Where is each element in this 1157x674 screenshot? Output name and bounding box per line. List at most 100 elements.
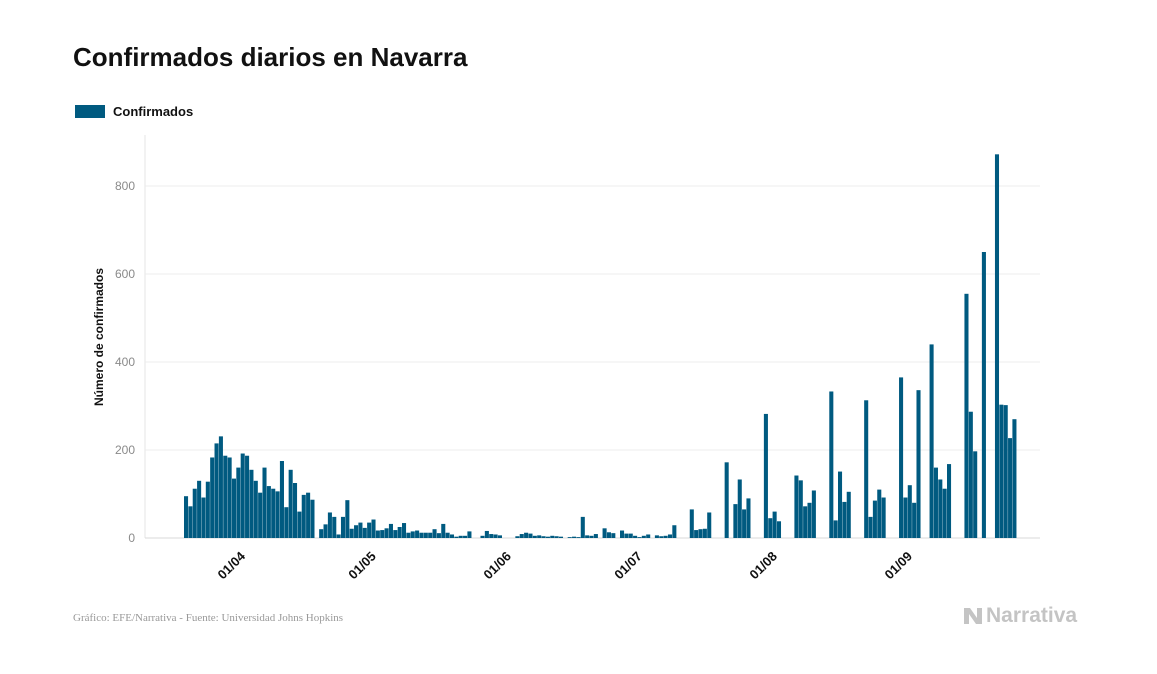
bar (981, 252, 986, 538)
bar (659, 536, 664, 538)
bar (323, 524, 328, 538)
bar (1008, 438, 1013, 538)
bar (807, 502, 812, 538)
source-note: Gráfico: EFE/Narrativa - Fuente: Univers… (73, 612, 344, 624)
x-tick-label: 01/04 (214, 548, 248, 582)
bar (362, 527, 367, 538)
bar (332, 516, 337, 538)
bar (620, 530, 625, 538)
bar (458, 535, 463, 538)
bar (349, 528, 354, 538)
x-tick-label: 01/06 (480, 549, 514, 583)
bar (864, 400, 869, 538)
y-axis-title: Número de confirmados (92, 268, 106, 406)
bar (402, 523, 407, 538)
bar (550, 535, 555, 538)
bar (245, 455, 250, 538)
bar (410, 531, 415, 538)
bar (310, 499, 315, 538)
bar (624, 533, 629, 538)
bar (637, 537, 642, 538)
x-tick-label: 01/07 (611, 549, 645, 583)
bar (467, 531, 472, 538)
bar (846, 491, 851, 538)
bar (994, 154, 1000, 538)
bar (702, 528, 707, 538)
bar (938, 479, 943, 538)
bar (973, 451, 978, 538)
bar (580, 516, 585, 538)
bar (384, 528, 389, 538)
bar (271, 488, 276, 538)
bar (611, 533, 616, 538)
bar (279, 461, 284, 538)
bar (733, 504, 738, 538)
bar (707, 512, 712, 538)
bar (899, 377, 904, 538)
bar (227, 457, 232, 538)
bar (184, 496, 189, 538)
bar (746, 498, 751, 538)
y-tick-label: 400 (115, 355, 135, 369)
bar (641, 535, 646, 538)
bar (258, 492, 263, 538)
bar (524, 532, 529, 538)
bar (646, 534, 651, 538)
bar (929, 344, 934, 538)
bar (301, 494, 306, 538)
bar (293, 483, 298, 538)
bar (768, 518, 773, 538)
bar (415, 530, 420, 538)
narrativa-logo-icon (964, 608, 982, 624)
bar (628, 533, 633, 538)
bar (881, 497, 886, 538)
bar (872, 500, 877, 538)
bar (367, 522, 372, 538)
bar (262, 467, 267, 538)
brand-logo: Narrativa (962, 604, 1077, 628)
chart-title: Confirmados diarios en Navarra (73, 42, 468, 72)
bar (480, 535, 485, 538)
bar (463, 535, 468, 538)
bar (742, 509, 747, 538)
bar (545, 536, 550, 538)
bar (266, 486, 271, 538)
bar (737, 479, 742, 538)
bar (236, 467, 241, 538)
bar (528, 533, 533, 538)
bar (423, 532, 428, 538)
bar (197, 480, 202, 538)
bar (340, 516, 346, 538)
bar (327, 512, 332, 538)
bar (253, 480, 258, 538)
bar (489, 534, 494, 538)
bar (558, 536, 564, 538)
bar (567, 537, 572, 538)
bar (306, 492, 311, 538)
bar (947, 464, 952, 538)
bar (689, 509, 694, 538)
bar (776, 521, 782, 538)
x-tick-label: 01/09 (882, 549, 916, 583)
bar (933, 467, 938, 538)
bar (188, 506, 193, 538)
bar (284, 507, 289, 538)
bar (794, 475, 799, 538)
bar (371, 519, 376, 538)
bar (493, 534, 498, 538)
bar (829, 391, 834, 538)
bar (406, 532, 411, 538)
bar (288, 469, 293, 538)
bar (942, 488, 947, 538)
bar (205, 481, 210, 538)
bar (319, 529, 324, 538)
y-tick-label: 200 (115, 443, 135, 457)
bar (275, 491, 280, 538)
bar (240, 453, 245, 538)
bar (602, 528, 607, 538)
bar (663, 535, 668, 538)
bar (192, 488, 197, 538)
bar (532, 535, 537, 538)
bar (868, 516, 873, 538)
